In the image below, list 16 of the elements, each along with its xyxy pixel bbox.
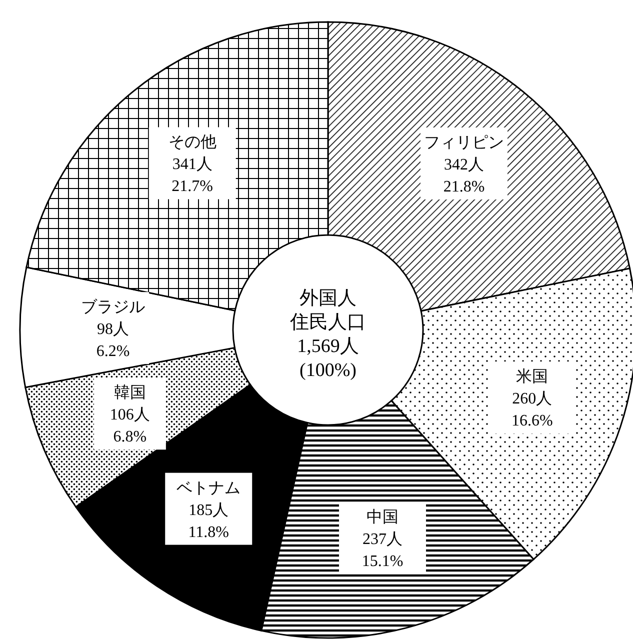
slice-label: 韓国 [114,384,146,402]
slice-label: その他 [168,134,216,152]
data-label: 185人 11.8% [188,502,229,541]
slice-label: 米国 [516,368,548,386]
text: 1,569人 (100%) [297,336,359,381]
slice-label: ベトナム [176,480,241,497]
data-label: 341人 21.7% [172,156,214,196]
text: 外国人住民人口 [289,288,366,333]
data-label: 237人 15.1% [362,530,404,570]
data-label: 98人 6.2% [96,321,130,360]
slice-label: フィリピン [424,134,504,152]
data-label: 342人 21.8% [443,156,485,196]
data-label: 106人 6.8% [110,406,150,446]
slice-label: ブラジル [81,298,146,316]
data-label: 260人 16.6% [511,390,553,430]
slice-label: 中国 [366,508,398,526]
